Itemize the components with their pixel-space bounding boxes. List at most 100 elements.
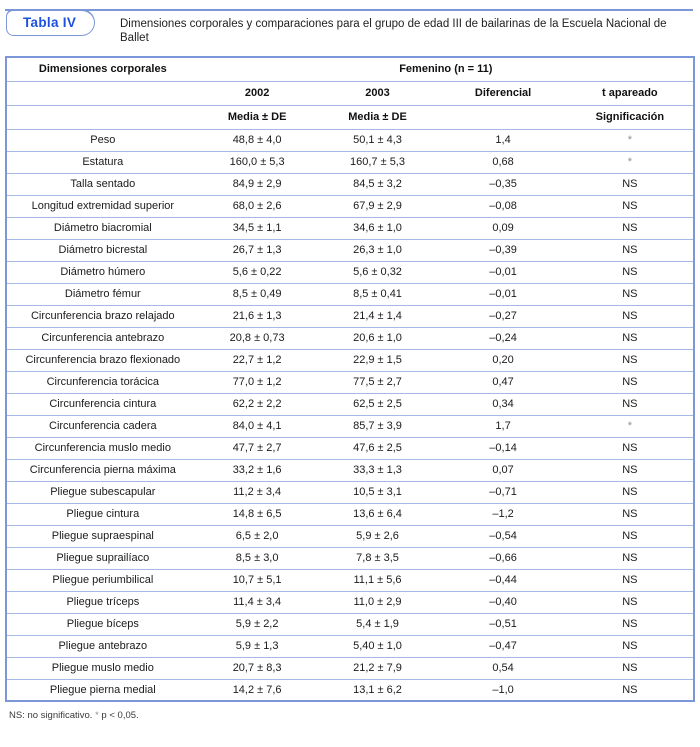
cell-2003-media-de: 20,6 ± 1,0	[315, 326, 440, 349]
cell-2002-media-de: 33,2 ± 1,6	[198, 458, 316, 481]
cell-diferencial: –0,27	[439, 304, 567, 327]
cell-significacion: NS	[566, 458, 694, 481]
table-footnote: NS: no significativo. * p < 0,05.	[9, 710, 700, 721]
cell-2003-media-de: 22,9 ± 1,5	[315, 348, 440, 371]
cell-diferencial: –0,35	[439, 172, 567, 195]
cell-diferencial: 0,07	[439, 458, 567, 481]
cell-significacion: NS	[566, 524, 694, 547]
cell-2002-media-de: 84,9 ± 2,9	[198, 172, 316, 195]
cell-2003-media-de: 5,9 ± 2,6	[315, 524, 440, 547]
cell-diferencial: –0,66	[439, 546, 567, 569]
table-row: Pliegue periumbilical 10,7 ± 5,1 11,1 ± 5,…	[6, 568, 694, 591]
cell-dimension-label: Pliegue tríceps	[6, 590, 199, 613]
cell-diferencial: 0,09	[439, 216, 567, 239]
cell-2003-media-de: 13,1 ± 6,2	[315, 678, 440, 701]
col-header-media-de-2002: Media ± DE	[198, 104, 316, 129]
col-header-media-de-2003: Media ± DE	[315, 104, 440, 129]
cell-2003-media-de: 84,5 ± 3,2	[315, 172, 440, 195]
table-row: Circunferencia pierna máxima 33,2 ± 1,6 33…	[6, 458, 694, 481]
cell-significacion: NS	[566, 282, 694, 305]
cell-2002-media-de: 11,4 ± 3,4	[198, 590, 316, 613]
title-bar: Tabla IV Dimensiones corporales y compar…	[0, 0, 700, 56]
cell-2003-media-de: 21,4 ± 1,4	[315, 304, 440, 327]
header-row-measures: Media ± DE Media ± DE Significación	[6, 104, 694, 129]
cell-2003-media-de: 7,8 ± 3,5	[315, 546, 440, 569]
cell-diferencial: 0,47	[439, 370, 567, 393]
cell-significacion: NS	[566, 348, 694, 371]
table-row: Circunferencia antebrazo 20,8 ± 0,73 20,6 …	[6, 326, 694, 349]
cell-2002-media-de: 160,0 ± 5,3	[198, 150, 316, 173]
cell-significacion: NS	[566, 678, 694, 701]
header-row-group: Dimensiones corporales Femenino (n = 11)	[6, 57, 694, 81]
cell-diferencial: –0,47	[439, 634, 567, 657]
col-header-diferencial: Diferencial	[439, 80, 567, 105]
table-row: Pliegue pierna medial 14,2 ± 7,6 13,1 ± 6,…	[6, 678, 694, 701]
cell-2002-media-de: 14,2 ± 7,6	[198, 678, 316, 701]
cell-2003-media-de: 160,7 ± 5,3	[315, 150, 440, 173]
cell-2003-media-de: 85,7 ± 3,9	[315, 414, 440, 437]
table-row: Pliegue muslo medio 20,7 ± 8,3 21,2 ± 7,9 0…	[6, 656, 694, 679]
cell-diferencial: –0,39	[439, 238, 567, 261]
cell-2002-media-de: 62,2 ± 2,2	[198, 392, 316, 415]
table-row: Pliegue tríceps 11,4 ± 3,4 11,0 ± 2,9 –0,40…	[6, 590, 694, 613]
cell-2003-media-de: 34,6 ± 1,0	[315, 216, 440, 239]
cell-diferencial: –0,71	[439, 480, 567, 503]
cell-significacion: NS	[566, 370, 694, 393]
table-row: Circunferencia muslo medio 47,7 ± 2,7 47,6…	[6, 436, 694, 459]
cell-significacion: NS	[566, 172, 694, 195]
title-rule-divider	[5, 9, 693, 11]
header-spacer	[6, 104, 199, 129]
cell-significacion: NS	[566, 568, 694, 591]
cell-dimension-label: Circunferencia muslo medio	[6, 436, 199, 459]
table-row: Peso 48,8 ± 4,0 50,1 ± 4,3 1,4 *	[6, 128, 694, 151]
cell-2002-media-de: 6,5 ± 2,0	[198, 524, 316, 547]
cell-dimension-label: Circunferencia torácica	[6, 370, 199, 393]
cell-2003-media-de: 5,40 ± 1,0	[315, 634, 440, 657]
cell-diferencial: –0,44	[439, 568, 567, 591]
col-header-significacion: Significación	[566, 104, 694, 129]
cell-dimension-label: Talla sentado	[6, 172, 199, 195]
cell-diferencial: 1,4	[439, 128, 567, 151]
cell-significacion: NS	[566, 480, 694, 503]
table-caption: Dimensiones corporales y comparaciones p…	[120, 18, 667, 44]
cell-dimension-label: Peso	[6, 128, 199, 151]
cell-2002-media-de: 21,6 ± 1,3	[198, 304, 316, 327]
col-header-2003: 2003	[315, 80, 440, 105]
cell-significacion: *	[566, 414, 694, 437]
cell-diferencial: –1,0	[439, 678, 567, 701]
cell-2002-media-de: 84,0 ± 4,1	[198, 414, 316, 437]
cell-significacion: NS	[566, 612, 694, 635]
cell-2002-media-de: 26,7 ± 1,3	[198, 238, 316, 261]
table-row: Circunferencia cintura 62,2 ± 2,2 62,5 ± 2…	[6, 392, 694, 415]
cell-dimension-label: Pliegue pierna medial	[6, 678, 199, 701]
cell-dimension-label: Pliegue suprailíaco	[6, 546, 199, 569]
cell-dimension-label: Pliegue bíceps	[6, 612, 199, 635]
cell-dimension-label: Diámetro húmero	[6, 260, 199, 283]
cell-diferencial: –0,01	[439, 282, 567, 305]
cell-diferencial: 0,68	[439, 150, 567, 173]
cell-dimension-label: Pliegue antebrazo	[6, 634, 199, 657]
footnote-ns-text: NS: no significativo.	[9, 710, 96, 721]
cell-diferencial: 0,54	[439, 656, 567, 679]
cell-significacion: NS	[566, 546, 694, 569]
table-row: Diámetro húmero 5,6 ± 0,22 5,6 ± 0,32 –0,01…	[6, 260, 694, 283]
cell-significacion: *	[566, 150, 694, 173]
table-row: Pliegue suprailíaco 8,5 ± 3,0 7,8 ± 3,5 –0,…	[6, 546, 694, 569]
cell-diferencial: –0,40	[439, 590, 567, 613]
cell-dimension-label: Pliegue periumbilical	[6, 568, 199, 591]
cell-dimension-label: Pliegue muslo medio	[6, 656, 199, 679]
table-row: Circunferencia brazo relajado 21,6 ± 1,3 2…	[6, 304, 694, 327]
cell-significacion: NS	[566, 392, 694, 415]
cell-2003-media-de: 10,5 ± 3,1	[315, 480, 440, 503]
cell-significacion: NS	[566, 238, 694, 261]
cell-2002-media-de: 10,7 ± 5,1	[198, 568, 316, 591]
cell-significacion: NS	[566, 216, 694, 239]
cell-dimension-label: Diámetro fémur	[6, 282, 199, 305]
col-header-femenino-group: Femenino (n = 11)	[399, 63, 493, 76]
cell-diferencial: –0,51	[439, 612, 567, 635]
cell-2002-media-de: 20,8 ± 0,73	[198, 326, 316, 349]
cell-2003-media-de: 26,3 ± 1,0	[315, 238, 440, 261]
cell-diferencial: –0,14	[439, 436, 567, 459]
cell-2003-media-de: 8,5 ± 0,41	[315, 282, 440, 305]
table-row: Circunferencia cadera 84,0 ± 4,1 85,7 ± 3,…	[6, 414, 694, 437]
